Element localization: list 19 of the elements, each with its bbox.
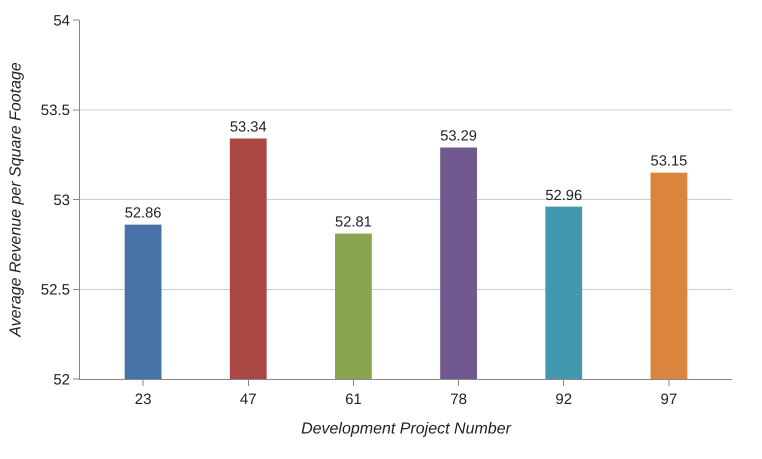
x-tick-label: 92 xyxy=(555,391,572,408)
x-tick-label: 78 xyxy=(450,391,467,408)
data-label: 53.15 xyxy=(650,154,688,170)
data-label: 53.29 xyxy=(440,128,477,145)
data-label: 52.81 xyxy=(335,214,372,231)
data-label: 52.86 xyxy=(124,206,162,222)
y-tick-label: 52 xyxy=(53,371,70,388)
y-axis-title: Average Revenue per Square Footage xyxy=(8,62,25,338)
x-tick-label: 47 xyxy=(240,391,257,408)
y-tick-label: 53.5 xyxy=(40,102,70,119)
y-tick-label: 53 xyxy=(53,192,70,209)
data-label: 52.96 xyxy=(545,188,582,204)
data-label: 53.34 xyxy=(230,120,267,136)
x-tick-label: 23 xyxy=(134,391,152,408)
x-tick-label: 61 xyxy=(345,391,362,408)
y-tick-label: 54 xyxy=(53,12,70,30)
y-tick-label: 52.5 xyxy=(40,282,70,298)
x-tick-label: 97 xyxy=(660,391,678,408)
x-axis-title: Development Project Number xyxy=(301,420,512,438)
